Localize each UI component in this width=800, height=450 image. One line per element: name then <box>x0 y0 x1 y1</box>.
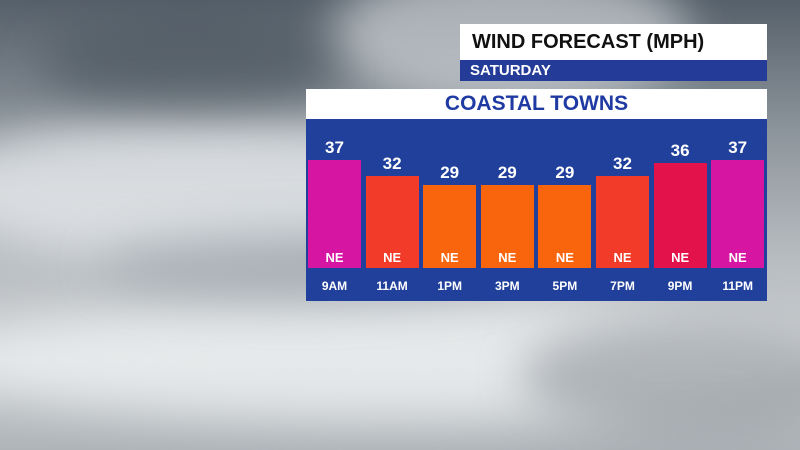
time-label: 9AM <box>321 279 348 293</box>
wind-speed-label: 32 <box>613 153 632 173</box>
region-heading: COASTAL TOWNS <box>306 89 767 119</box>
wind-direction-label: NE <box>555 250 574 265</box>
wind-bar: NE <box>538 185 592 268</box>
time-label: 3PM <box>494 279 520 293</box>
wind-direction-label: NE <box>498 250 517 265</box>
chart-title: WIND FORECAST (MPH) <box>460 24 767 60</box>
wind-bar: NE <box>596 175 649 268</box>
wind-bar: NE <box>480 185 534 268</box>
time-label: 5PM <box>552 279 578 293</box>
wind-speed-label: 37 <box>728 138 748 157</box>
wind-direction-label: NE <box>613 250 632 265</box>
time-label: 7PM <box>610 279 635 293</box>
wind-bar: NE <box>653 163 707 268</box>
wind-speed-label: 29 <box>497 163 517 183</box>
wind-bar-chart: NE 37 9AM NE 32 11AM NE 29 1PM NE 29 3PM NE 29 5PM NE 32… <box>306 119 767 301</box>
wind-speed-label: 29 <box>440 163 460 183</box>
wind-speed-label: 37 <box>325 138 344 157</box>
wind-bar: NE <box>711 160 765 268</box>
wind-direction-label: NE <box>383 250 402 265</box>
time-label: 11PM <box>722 279 754 293</box>
wind-speed-label: 36 <box>670 141 690 161</box>
wind-bar: NE <box>308 160 361 268</box>
time-label: 11AM <box>376 279 408 293</box>
time-label: 9PM <box>667 279 693 293</box>
wind-speed-label: 29 <box>555 163 575 183</box>
wind-direction-label: NE <box>728 250 747 265</box>
wind-bar: NE <box>365 175 419 268</box>
day-label: SATURDAY <box>460 60 767 81</box>
time-label: 1PM <box>437 279 463 293</box>
wind-direction-label: NE <box>671 250 690 265</box>
wind-direction-label: NE <box>440 250 459 265</box>
wind-direction-label: NE <box>325 250 344 265</box>
wind-bar: NE <box>423 185 477 268</box>
wind-speed-label: 32 <box>382 153 402 173</box>
